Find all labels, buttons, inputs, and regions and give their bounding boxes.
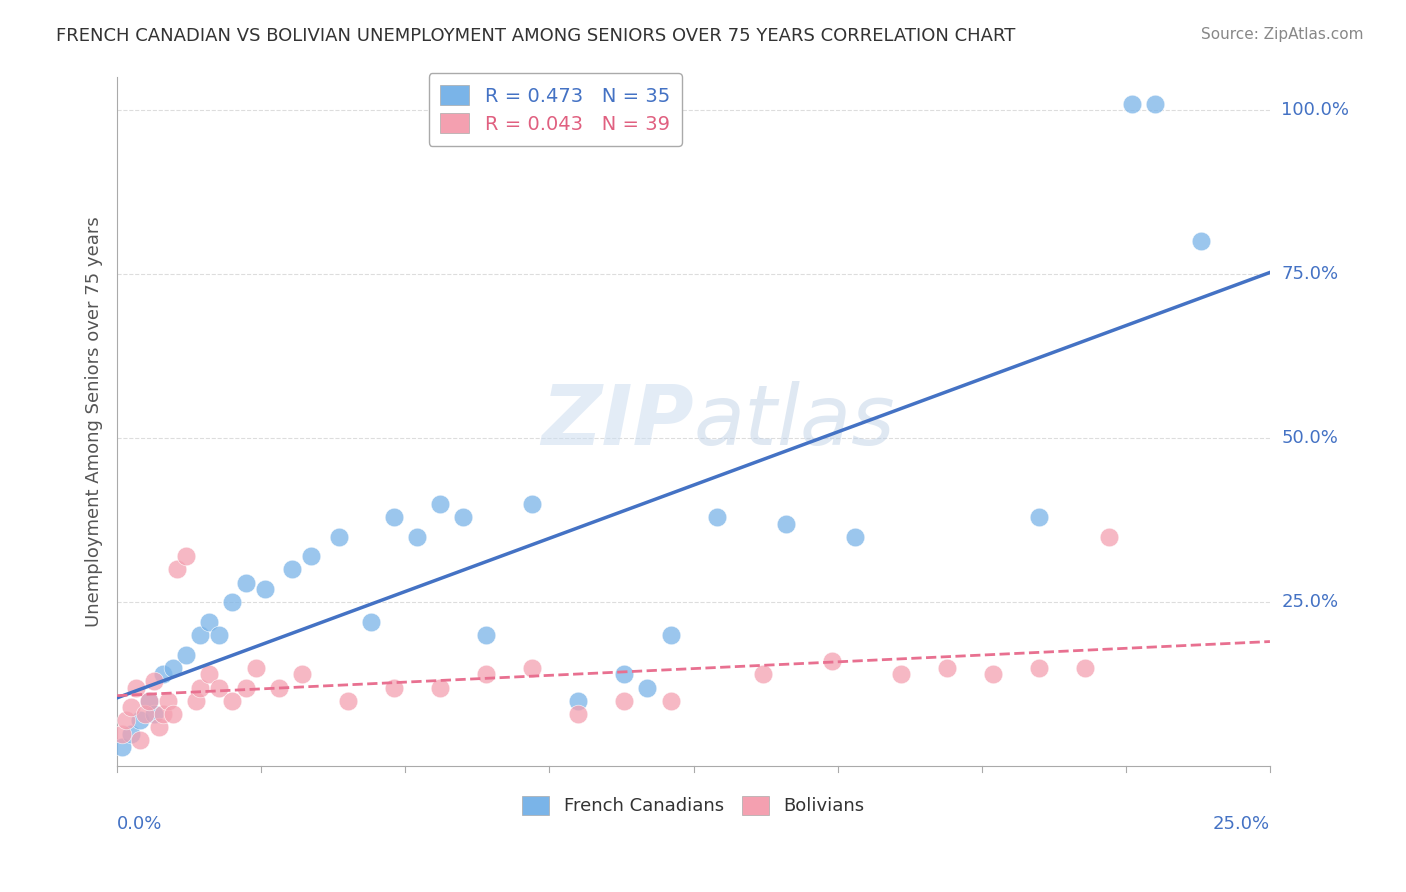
Point: [124, 681, 146, 695]
Point: [775, 516, 797, 531]
Point: [382, 510, 405, 524]
Point: [129, 733, 152, 747]
Point: [429, 681, 451, 695]
Point: [207, 628, 229, 642]
Point: [659, 694, 682, 708]
Point: [207, 681, 229, 695]
Point: [1028, 661, 1050, 675]
Point: [1074, 661, 1097, 675]
Point: [336, 694, 359, 708]
Point: [706, 510, 728, 524]
Point: [844, 530, 866, 544]
Text: 25.0%: 25.0%: [1281, 593, 1339, 611]
Point: [134, 706, 156, 721]
Point: [360, 615, 382, 629]
Point: [567, 694, 589, 708]
Point: [613, 667, 636, 681]
Point: [936, 661, 959, 675]
Legend: French Canadians, Bolivians: French Canadians, Bolivians: [512, 785, 876, 826]
Point: [152, 706, 174, 721]
Y-axis label: Unemployment Among Seniors over 75 years: Unemployment Among Seniors over 75 years: [86, 217, 103, 627]
Text: 75.0%: 75.0%: [1281, 265, 1339, 284]
Text: 100.0%: 100.0%: [1281, 102, 1350, 120]
Point: [166, 562, 188, 576]
Point: [1143, 96, 1166, 111]
Point: [613, 694, 636, 708]
Text: atlas: atlas: [693, 382, 896, 462]
Point: [890, 667, 912, 681]
Point: [129, 714, 152, 728]
Point: [152, 667, 174, 681]
Point: [111, 739, 134, 754]
Point: [659, 628, 682, 642]
Text: FRENCH CANADIAN VS BOLIVIAN UNEMPLOYMENT AMONG SENIORS OVER 75 YEARS CORRELATION: FRENCH CANADIAN VS BOLIVIAN UNEMPLOYMENT…: [56, 27, 1015, 45]
Point: [188, 681, 211, 695]
Point: [1097, 530, 1119, 544]
Point: [198, 615, 221, 629]
Point: [1028, 510, 1050, 524]
Text: 25.0%: 25.0%: [1213, 814, 1270, 832]
Point: [475, 667, 498, 681]
Point: [1121, 96, 1143, 111]
Point: [253, 582, 276, 597]
Point: [235, 681, 257, 695]
Point: [821, 654, 844, 668]
Point: [188, 628, 211, 642]
Point: [138, 694, 160, 708]
Point: [115, 714, 138, 728]
Point: [176, 549, 198, 564]
Text: 0.0%: 0.0%: [117, 814, 163, 832]
Point: [111, 726, 134, 740]
Point: [221, 595, 243, 609]
Point: [235, 575, 257, 590]
Point: [1189, 235, 1212, 249]
Point: [751, 667, 773, 681]
Point: [156, 694, 179, 708]
Point: [267, 681, 290, 695]
Point: [138, 694, 160, 708]
Point: [148, 720, 170, 734]
Point: [451, 510, 474, 524]
Point: [184, 694, 207, 708]
Point: [636, 681, 658, 695]
Point: [567, 706, 589, 721]
Point: [522, 497, 544, 511]
Text: ZIP: ZIP: [541, 382, 693, 462]
Point: [382, 681, 405, 695]
Point: [299, 549, 322, 564]
Point: [143, 673, 166, 688]
Point: [981, 667, 1004, 681]
Point: [475, 628, 498, 642]
Point: [291, 667, 314, 681]
Text: Source: ZipAtlas.com: Source: ZipAtlas.com: [1201, 27, 1364, 42]
Point: [522, 661, 544, 675]
Point: [176, 648, 198, 662]
Point: [198, 667, 221, 681]
Point: [162, 706, 184, 721]
Point: [143, 706, 166, 721]
Point: [281, 562, 304, 576]
Point: [328, 530, 350, 544]
Text: 50.0%: 50.0%: [1281, 429, 1339, 447]
Point: [429, 497, 451, 511]
Point: [221, 694, 243, 708]
Point: [406, 530, 429, 544]
Point: [162, 661, 184, 675]
Point: [245, 661, 267, 675]
Point: [120, 700, 142, 714]
Point: [120, 726, 142, 740]
